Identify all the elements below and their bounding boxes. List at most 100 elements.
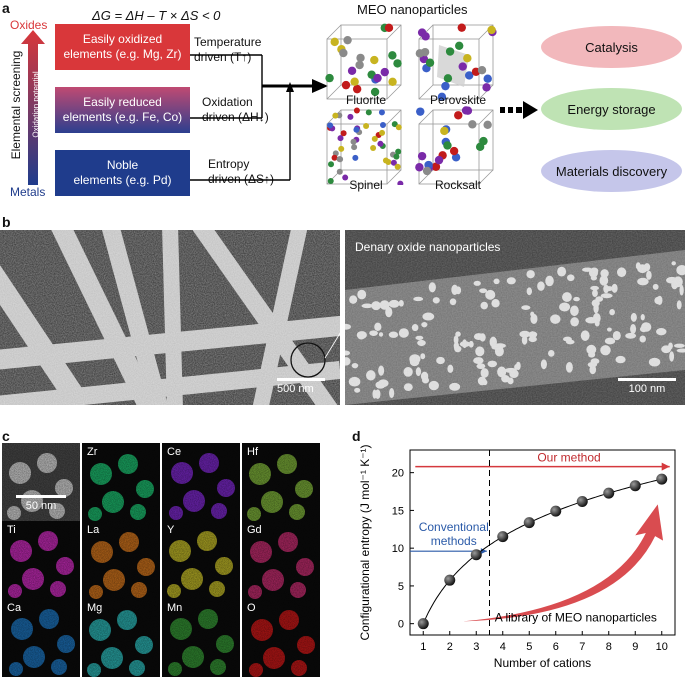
panel-b-letter: b: [2, 214, 11, 230]
structure-spinel: Spinel: [349, 178, 383, 192]
data-point: [444, 574, 456, 586]
x-tick-label: 2: [447, 641, 453, 653]
eds-map-zr: Zr: [82, 443, 160, 521]
data-point: [629, 480, 641, 492]
eds-element-label: Ti: [7, 524, 16, 536]
crystal-cell: [415, 23, 497, 102]
panel-d-letter: d: [352, 428, 361, 444]
growth-arrow: [463, 504, 664, 622]
eds-element-label: Zr: [87, 446, 98, 458]
crystal-cell: [325, 23, 402, 100]
equation: ΔG = ΔH – T × ΔS < 0: [92, 8, 221, 23]
x-tick-label: 5: [526, 641, 532, 653]
driver-oxidation: Oxidation driven (ΔH↓): [202, 95, 269, 125]
conventional-label-1: Conventional: [419, 520, 489, 534]
box-easily-oxidized: Easily oxidized elements (e.g. Mg, Zr): [55, 24, 190, 70]
dashed-arrow: [500, 101, 538, 119]
data-point: [576, 495, 588, 507]
crystal-cell: [326, 107, 404, 185]
our-method-label: Our method: [537, 451, 600, 465]
oval-materials-discovery: Materials discovery: [541, 150, 682, 192]
y-tick-label: 20: [392, 468, 404, 480]
data-point: [497, 531, 509, 543]
x-tick-label: 7: [579, 641, 585, 653]
eds-scale-text: 50 nm: [25, 500, 57, 512]
panel-a-letter: a: [2, 0, 10, 16]
eds-map-ti: Ti: [2, 521, 80, 599]
y-tick-label: 0: [398, 619, 404, 631]
eds-map-ca: Ca: [2, 599, 80, 677]
data-point: [656, 473, 668, 485]
box2-line1: Easily reduced: [83, 95, 162, 109]
eds-map-mg: Mg: [82, 599, 160, 677]
eds-element-label: La: [87, 524, 100, 536]
sem-image-nanoparticles: [345, 230, 685, 405]
x-tick-label: 8: [606, 641, 612, 653]
eds-map-gd: Gd: [242, 521, 320, 599]
driver1-line2: driven (T↑): [194, 50, 252, 64]
box2-line2: elements (e.g. Fe, Co): [62, 110, 183, 124]
eds-map-y: Y: [162, 521, 240, 599]
eds-map-o: O: [242, 599, 320, 677]
structure-rocksalt: Rocksalt: [434, 178, 481, 192]
box-easily-reduced: Easily reduced elements (e.g. Fe, Co): [55, 87, 190, 133]
driver1-line1: Temperature: [194, 35, 262, 49]
eds-element-label: Hf: [247, 446, 258, 458]
elemental-screening-label: Elemental screening: [9, 50, 23, 160]
scale-bar-100nm: 100 nm: [618, 378, 676, 395]
driver2-line1: Oxidation: [202, 95, 253, 109]
x-tick-label: 10: [656, 641, 668, 653]
x-tick-label: 4: [500, 641, 506, 653]
sem-image-fibers: [0, 230, 340, 405]
eds-element-label: O: [247, 602, 256, 614]
eds-element-label: Gd: [247, 524, 262, 536]
driver3-line2: driven (ΔS↑): [208, 172, 275, 186]
driver-entropy: Entropy driven (ΔS↑): [208, 157, 274, 187]
scale-bar-500nm: 500 nm: [277, 378, 325, 395]
data-point: [470, 549, 482, 561]
oval-catalysis: Catalysis: [541, 26, 682, 68]
driver2-line2: driven (ΔH↓): [202, 110, 269, 124]
our-method-arrowhead: [661, 462, 670, 471]
y-tick-label: 5: [398, 581, 404, 593]
eds-map-la: La: [82, 521, 160, 599]
structure-fluorite: Fluorite: [345, 93, 386, 107]
x-tick-label: 6: [553, 641, 559, 653]
x-tick-label: 9: [632, 641, 638, 653]
eds-map-ce: Ce: [162, 443, 240, 521]
panel-c-letter: c: [2, 428, 10, 444]
structure-perovskite: Perovskite: [429, 93, 487, 107]
box3-line1: Noble: [106, 158, 139, 172]
x-tick-label: 3: [473, 641, 479, 653]
crystal-structures: [325, 23, 497, 185]
oxidation-potential-label: Oxidation potential: [31, 71, 41, 138]
data-point: [417, 618, 429, 630]
oxidation-arrow: [21, 30, 45, 185]
oval-energy-storage: Energy storage: [541, 88, 682, 130]
connector-lines: [190, 54, 328, 181]
scale-right-text: 100 nm: [628, 383, 666, 395]
y-tick-label: 10: [392, 543, 404, 555]
meo-title: MEO nanoparticles: [357, 2, 468, 17]
denary-label: Denary oxide nanoparticles: [355, 240, 501, 254]
box3-line2: elements (e.g. Pd): [73, 173, 172, 187]
conventional-label-2: methods: [431, 534, 477, 548]
x-axis-label: Number of cations: [494, 656, 591, 670]
box1-line2: elements (e.g. Mg, Zr): [63, 47, 182, 61]
eds-map-hf: Hf: [242, 443, 320, 521]
y-axis-label: Configurational entropy (J mol⁻¹ K⁻¹): [358, 444, 372, 640]
driver3-line1: Entropy: [208, 157, 250, 171]
oxides-label: Oxides: [10, 18, 48, 32]
plot-frame: [409, 449, 676, 636]
eds-map-haadf: 50 nm: [2, 443, 80, 521]
data-point: [550, 505, 562, 517]
box1-line1: Easily oxidized: [82, 32, 163, 46]
box-noble: Noble elements (e.g. Pd): [55, 150, 190, 196]
eds-element-label: Mn: [167, 602, 183, 614]
eds-element-label: Y: [167, 524, 175, 536]
crystal-cell: [415, 106, 494, 185]
eds-scale-bar: 50 nm: [16, 495, 66, 512]
eds-element-label: Ce: [167, 446, 182, 458]
data-point: [603, 487, 615, 499]
